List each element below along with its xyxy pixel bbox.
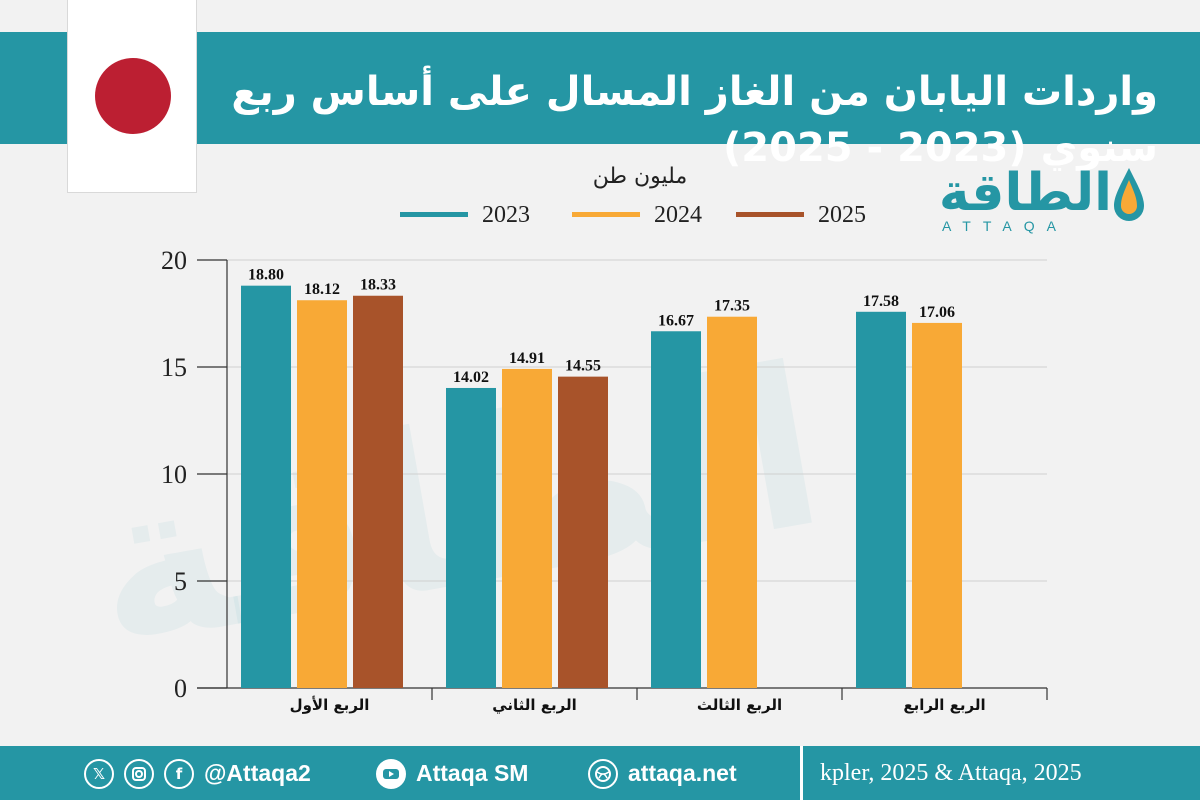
website-link[interactable]: attaqa.net (628, 760, 737, 786)
data-label: 14.91 (509, 350, 545, 367)
bar-2025 (353, 295, 403, 688)
legend-label-2023: 2023 (482, 202, 530, 228)
bar-2023 (446, 387, 496, 688)
y-tick-label: 0 (174, 674, 187, 703)
legend-label-2024: 2024 (654, 202, 702, 228)
facebook-icon[interactable]: f (164, 759, 194, 789)
y-tick-label: 10 (161, 460, 187, 489)
legend-label-2025: 2025 (818, 202, 866, 228)
youtube-channel[interactable]: Attaqa SM (416, 760, 529, 786)
category-label: الربع الأول (290, 696, 370, 714)
globe-icon[interactable] (588, 759, 618, 789)
bar-2023 (856, 311, 906, 688)
y-tick-label: 20 (161, 246, 187, 275)
youtube-icon[interactable] (376, 759, 406, 789)
brand-logo: الطاقة ATTAQA (930, 158, 1170, 238)
data-label: 18.12 (304, 281, 340, 298)
bar-2023 (651, 331, 701, 688)
category-label: الربع الثاني (492, 696, 577, 714)
data-label: 18.33 (360, 277, 396, 294)
x-icon[interactable]: 𝕏 (84, 759, 114, 789)
data-label: 17.58 (863, 293, 899, 310)
data-label: 17.06 (919, 304, 955, 321)
bar-2024 (297, 300, 347, 688)
bar-2024 (912, 322, 962, 688)
bar-2023 (241, 285, 291, 688)
category-label: الربع الثالث (697, 696, 782, 714)
title-bar (0, 32, 1200, 144)
brand-name: الطاقة (938, 163, 1112, 223)
y-tick-label: 15 (161, 353, 187, 382)
bar-2024 (502, 368, 552, 688)
bar-2024 (707, 316, 757, 688)
page-title: واردات اليابان من الغاز المسال على أساس … (231, 69, 1158, 171)
twitter-handle[interactable]: @Attaqa2 (204, 760, 311, 786)
category-label: الربع الرابع (903, 696, 985, 714)
flag-disc (95, 58, 171, 134)
legend-swatch-2024 (572, 212, 640, 217)
data-label: 16.67 (658, 312, 694, 329)
brand-subtitle: ATTAQA (942, 218, 1068, 234)
data-label: 17.35 (714, 298, 750, 315)
data-label: 18.80 (248, 267, 284, 284)
legend-swatch-2023 (400, 212, 468, 217)
bar-2025 (558, 376, 608, 688)
data-label: 14.55 (565, 358, 601, 375)
y-tick-label: 5 (174, 567, 187, 596)
data-label: 14.02 (453, 369, 489, 386)
unit-label: مليون طن (592, 164, 688, 189)
drop-icon (1114, 168, 1144, 221)
japan-flag-icon (68, 0, 196, 192)
footer-separator (800, 746, 803, 800)
source-text: kpler, 2025 & Attaqa, 2025 (820, 760, 1082, 786)
instagram-icon[interactable] (124, 759, 154, 789)
legend-swatch-2025 (736, 212, 804, 217)
